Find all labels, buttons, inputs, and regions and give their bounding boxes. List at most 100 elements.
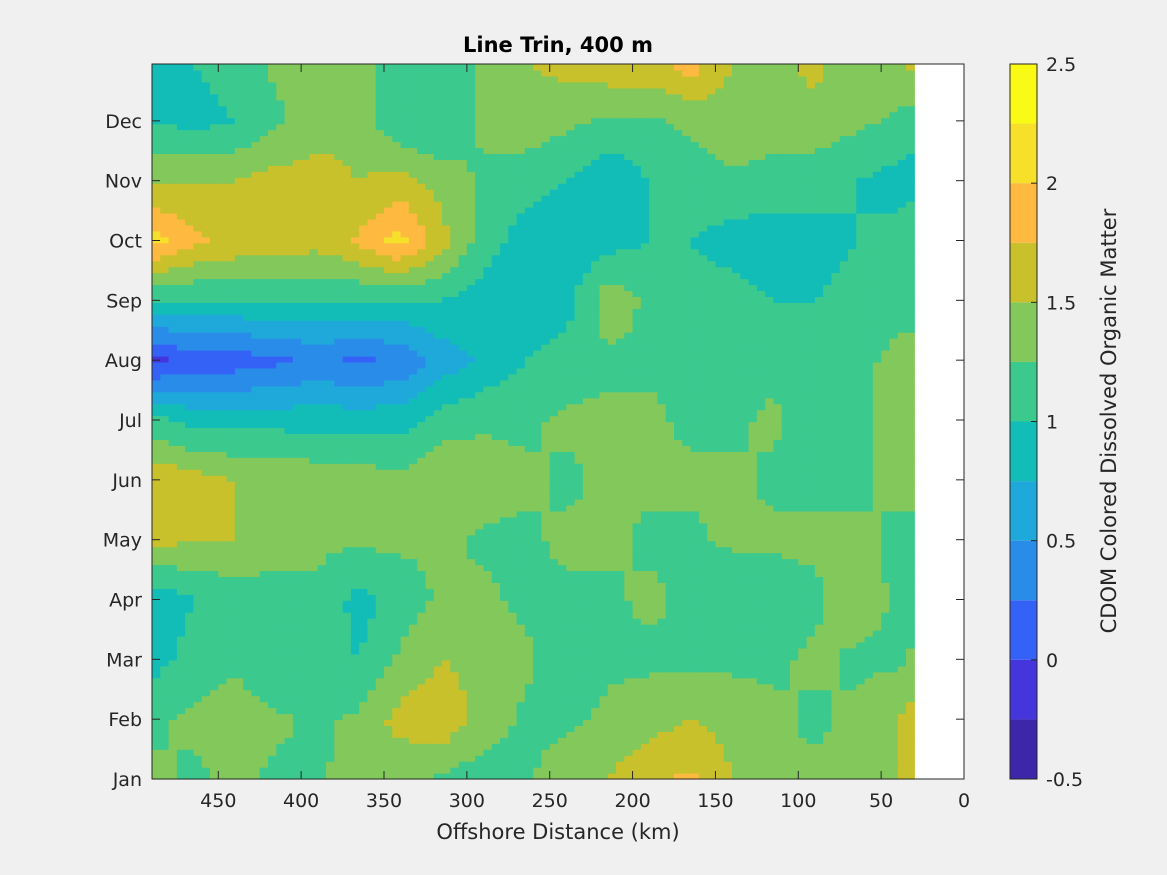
contour-cell	[276, 653, 286, 661]
contour-cell	[674, 493, 683, 500]
contour-cell	[740, 636, 750, 643]
contour-cell	[384, 695, 393, 703]
contour-cell	[765, 755, 775, 762]
contour-cell	[176, 683, 186, 691]
contour-cell	[251, 546, 261, 554]
contour-cell	[682, 731, 692, 738]
contour-cell	[823, 695, 833, 703]
contour-cell	[740, 588, 750, 595]
contour-cell	[665, 677, 675, 685]
contour-cell	[317, 564, 327, 572]
contour-cell	[765, 546, 775, 554]
contour-cell	[475, 659, 485, 667]
contour-cell	[533, 689, 543, 697]
contour-cell	[168, 576, 178, 583]
contour-cell	[682, 576, 692, 583]
contour-cell	[475, 701, 485, 709]
contour-cell	[773, 719, 783, 726]
contour-cell	[632, 606, 642, 613]
contour-cell	[723, 576, 733, 583]
contour-cell	[616, 636, 625, 643]
contour-cell	[400, 475, 410, 482]
contour-cell	[864, 665, 874, 673]
contour-cell	[408, 659, 418, 667]
contour-cell	[798, 457, 808, 464]
contour-cell	[168, 689, 178, 697]
contour-cell	[185, 582, 195, 589]
contour-cell	[491, 522, 501, 530]
contour-cell	[491, 552, 501, 560]
contour-cell	[350, 695, 360, 703]
contour-cell	[698, 755, 708, 762]
contour-cell	[317, 707, 327, 715]
contour-cell	[234, 647, 244, 655]
contour-cell	[218, 522, 228, 530]
contour-cell	[872, 677, 882, 685]
contour-cell	[268, 451, 277, 458]
contour-cell	[814, 487, 824, 494]
contour-cell	[185, 773, 195, 780]
contour-cell	[806, 653, 816, 661]
contour-cell	[375, 761, 385, 768]
contour-cell	[475, 653, 485, 661]
contour-cell	[301, 695, 311, 703]
contour-cell	[831, 755, 841, 762]
contour-cell	[243, 463, 253, 470]
contour-cell	[748, 767, 758, 774]
contour-cell	[176, 773, 186, 780]
contour-cell	[375, 630, 385, 637]
contour-cell	[359, 612, 369, 619]
contour-cell	[152, 755, 161, 762]
contour-cell	[218, 463, 228, 470]
contour-cell	[168, 457, 178, 464]
contour-cell	[616, 570, 625, 578]
contour-cell	[342, 647, 352, 655]
contour-cell	[640, 546, 650, 554]
contour-cell	[350, 647, 360, 655]
contour-cell	[392, 647, 402, 655]
contour-cell	[201, 761, 211, 768]
contour-cell	[152, 451, 161, 458]
contour-cell	[284, 594, 294, 601]
contour-cell	[384, 600, 393, 607]
contour-cell	[218, 457, 228, 464]
contour-cell	[176, 469, 186, 476]
contour-cell	[756, 659, 766, 667]
contour-cell	[483, 504, 493, 512]
contour-cell	[251, 612, 261, 619]
contour-cell	[806, 588, 816, 595]
contour-cell	[185, 707, 195, 715]
contour-cell	[160, 701, 170, 709]
contour-cell	[881, 564, 891, 572]
contour-cell	[433, 463, 443, 470]
contour-cell	[657, 612, 667, 619]
contour-cell	[906, 701, 915, 709]
contour-cell	[814, 647, 824, 655]
contour-cell	[392, 606, 402, 613]
contour-cell	[491, 540, 501, 548]
contour-cell	[176, 528, 186, 536]
contour-cell	[607, 647, 617, 655]
contour-cell	[466, 749, 476, 756]
contour-cell	[839, 707, 849, 715]
contour-cell	[201, 725, 211, 732]
contour-cell	[218, 576, 228, 583]
contour-cell	[234, 475, 244, 482]
contour-cell	[715, 528, 725, 536]
contour-cell	[152, 516, 161, 524]
contour-cell	[872, 725, 882, 732]
contour-cell	[408, 689, 418, 697]
contour-cell	[326, 487, 335, 494]
contour-cell	[375, 636, 385, 643]
contour-cell	[864, 707, 874, 715]
contour-cell	[549, 695, 559, 703]
contour-cell	[384, 612, 393, 619]
contour-cell	[690, 665, 700, 673]
contour-cell	[814, 707, 824, 715]
contour-cell	[839, 504, 849, 512]
contour-cell	[732, 701, 741, 709]
contour-cell	[226, 493, 236, 500]
contour-cell	[326, 475, 335, 482]
contour-cell	[897, 469, 907, 476]
contour-cell	[591, 612, 601, 619]
